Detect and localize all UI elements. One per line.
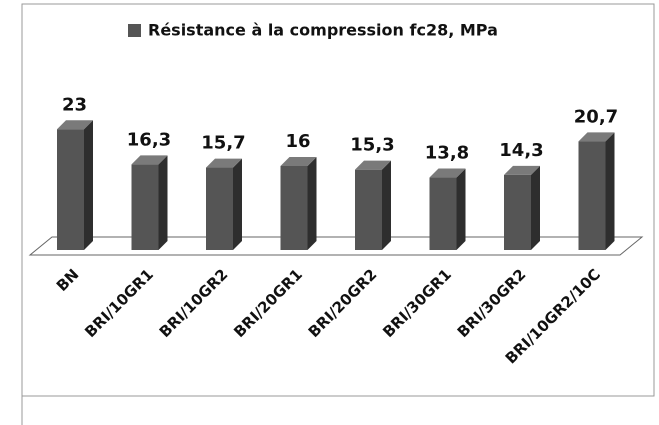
bar [578,141,606,250]
bar-side [158,155,168,250]
bar-side [456,168,466,250]
bar [57,129,84,250]
value-label: 20,7 [574,106,618,127]
legend-swatch [128,24,141,37]
bar-top [57,120,93,130]
value-label: 15,3 [350,135,394,156]
bar-top [429,168,466,178]
bar [280,166,308,250]
bar-side [531,165,540,250]
bar-side [233,158,242,250]
bar [206,167,233,250]
chart-frame [21,3,655,397]
value-label: 14,3 [499,140,543,161]
value-label: 16,3 [127,129,171,150]
value-label: 23 [62,94,87,115]
bar-top [280,157,317,166]
value-label: 13,8 [425,143,469,164]
bar-side [605,132,615,250]
bar-top [504,165,540,175]
bar [355,169,382,250]
bar [504,174,531,250]
bar [131,164,159,250]
value-label: 15,7 [201,133,245,154]
bar [429,177,457,250]
bar-side [307,157,317,250]
legend-label: Résistance à la compression fc28, MPa [148,21,498,40]
bar-top [206,158,242,168]
bar-top [578,132,615,142]
bar-side [382,160,391,250]
bar-top [131,155,168,165]
bar-side [84,120,93,250]
floor [28,236,644,256]
value-label: 16 [285,131,310,152]
bar-top [355,160,391,170]
